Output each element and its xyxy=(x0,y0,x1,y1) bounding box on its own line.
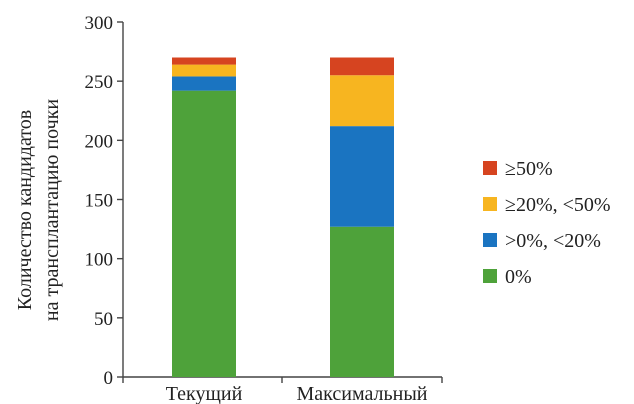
legend-label-0: ≥50% xyxy=(505,158,553,180)
legend-label-2: >0%, <20% xyxy=(505,230,601,252)
bar-segment-1-2 xyxy=(330,75,394,127)
y-tick-label-200: 200 xyxy=(85,131,114,152)
legend-label-1: ≥20%, <50% xyxy=(505,194,611,216)
bar-segment-1-1 xyxy=(330,126,394,227)
y-axis-title: Количество кандидатов на трансплантацию … xyxy=(14,99,63,321)
x-category-label-0: Текущий xyxy=(166,383,243,404)
legend-label-3: 0% xyxy=(505,266,532,288)
bar-segment-0-3 xyxy=(172,57,236,65)
legend-swatch-0 xyxy=(483,161,497,175)
bar-segment-0-1 xyxy=(172,76,236,91)
legend-swatch-3 xyxy=(483,269,497,283)
plot-area: 0 50 100 150 200 250 300 Текущий Максимальный xyxy=(85,13,443,404)
x-category-label-1: Максимальный xyxy=(297,383,428,404)
y-tick-label-0: 0 xyxy=(104,368,114,389)
bar-segment-1-0 xyxy=(330,226,394,377)
legend-swatch-1 xyxy=(483,197,497,211)
y-tick-label-50: 50 xyxy=(94,309,113,330)
bar-segment-1-3 xyxy=(330,57,394,76)
bar-segment-0-0 xyxy=(172,90,236,377)
legend: ≥50% ≥20%, <50% >0%, <20% 0% xyxy=(483,158,611,288)
y-axis-title-line-2: на трансплантацию почки xyxy=(41,99,63,321)
y-tick-label-300: 300 xyxy=(85,13,114,34)
bar-segment-0-2 xyxy=(172,64,236,77)
y-axis-title-line-1: Количество кандидатов xyxy=(14,110,36,310)
y-tick-label-100: 100 xyxy=(85,250,114,271)
y-tick-label-250: 250 xyxy=(85,72,114,93)
legend-swatch-2 xyxy=(483,233,497,247)
y-tick-label-150: 150 xyxy=(85,191,114,212)
